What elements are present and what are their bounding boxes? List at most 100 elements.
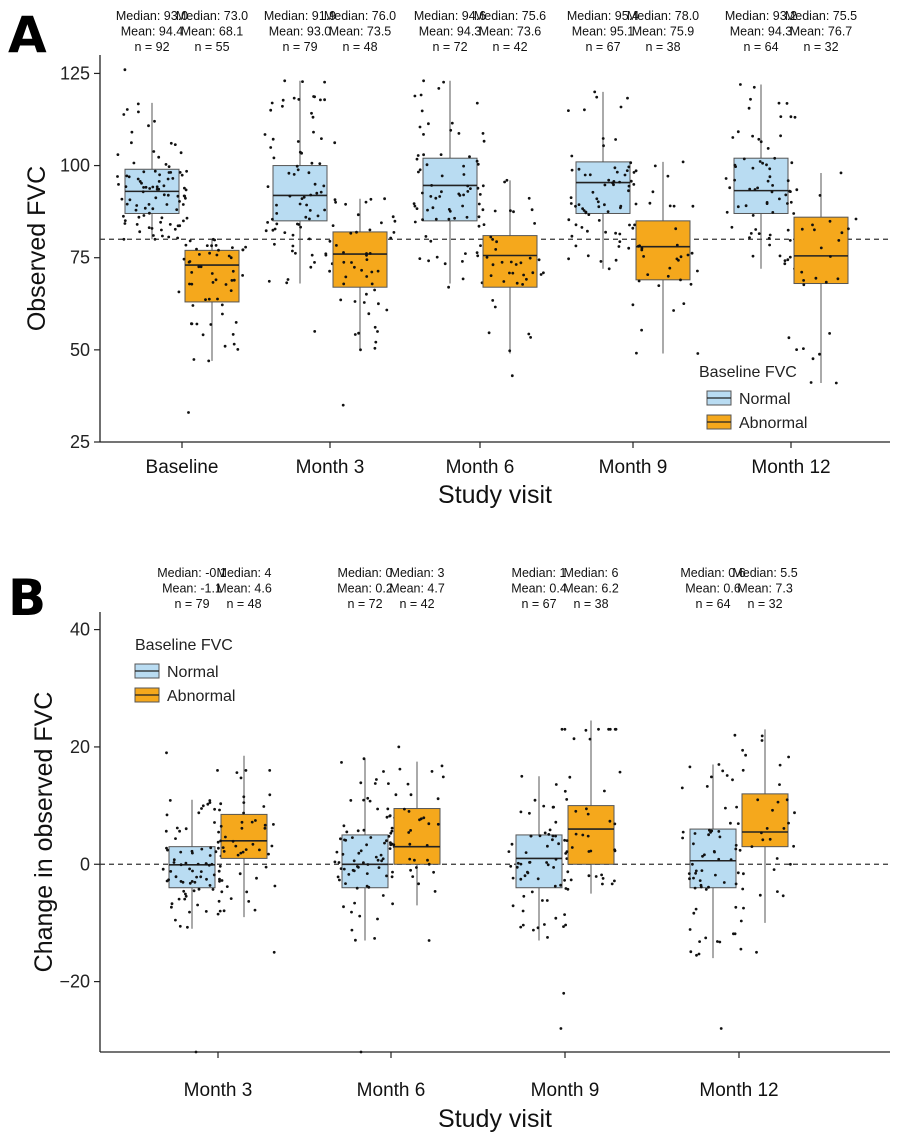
panel-b-normal-data-point	[565, 798, 569, 801]
panel-a-normal-data-point	[607, 178, 611, 182]
panel-b-abnormal-data-point	[387, 834, 391, 838]
panel-b-abnormal-data-point	[618, 770, 622, 774]
panel-a-abnormal-data-point	[509, 209, 512, 213]
panel-b-normal-data-point	[530, 890, 534, 894]
panel-a-normal-stat-text: Median: 94.6	[414, 9, 486, 23]
panel-a-abnormal-data-point	[828, 332, 831, 335]
panel-a-normal-data-point	[771, 211, 775, 214]
panel-b-abnormal-stat-text: Median: 5.5	[732, 566, 797, 580]
panel-b-abnormal-data-point	[586, 812, 590, 816]
panel-a-abnormal-data-point	[339, 298, 343, 302]
panel-b-normal-data-point	[536, 877, 540, 881]
panel-a-abnormal-data-point	[533, 222, 536, 225]
panel-a-normal-data-point	[417, 170, 420, 174]
panel-b-normal-data-point	[565, 857, 569, 860]
panel-a-normal-data-point	[748, 187, 752, 191]
panel-a-abnormal-data-point	[854, 217, 858, 221]
panel-a-normal-data-point	[328, 269, 331, 273]
panel-b-normal-data-point	[178, 829, 182, 833]
panel-b-abnormal-data-point	[574, 832, 578, 836]
panel-b-abnormal-stat-text: Mean: 4.7	[389, 582, 445, 596]
panel-b-normal-data-point	[352, 859, 356, 863]
panel-b-abnormal-data-point	[787, 755, 790, 759]
panel-b-normal-data-point	[339, 867, 343, 870]
panel-b-normal-data-point	[528, 861, 531, 864]
panel-a-abnormal-data-point	[241, 274, 245, 277]
panel-a-abnormal-data-point	[335, 244, 338, 247]
panel-b-abnormal-stat-text: Median: 4	[217, 566, 272, 580]
panel-a-abnormal-data-point	[479, 244, 482, 248]
panel-a-normal-data-point	[434, 217, 438, 221]
panel-b-normal-stat-text: Mean: 0.6	[685, 582, 741, 596]
panel-a-normal-data-point	[272, 156, 276, 160]
panel-a-abnormal-data-point	[691, 204, 695, 208]
panel-b-abnormal-data-point	[736, 871, 740, 875]
panel-a-normal-data-point	[166, 193, 170, 197]
panel-b-normal-data-point	[522, 894, 526, 898]
panel-a-y-tick-label: 125	[60, 63, 90, 83]
panel-a-normal-data-point	[155, 187, 159, 191]
panel-a-normal-data-point	[288, 194, 292, 198]
panel-a-normal-data-point	[619, 204, 623, 208]
panel-a-abnormal-data-point	[640, 246, 644, 250]
panel-b-normal-data-point	[340, 761, 343, 764]
panel-b-normal-data-point	[692, 842, 695, 846]
panel-b-normal-data-point	[545, 899, 549, 902]
panel-a-normal-box	[272, 165, 328, 222]
panel-b-normal-data-point	[729, 858, 733, 861]
panel-a-normal-data-point	[462, 193, 465, 197]
panel-b-normal-data-point	[179, 850, 183, 854]
panel-a-abnormal-data-point	[207, 359, 211, 363]
panel-b-abnormal-data-point	[397, 745, 401, 749]
panel-a-legend-label-abnormal: Abnormal	[739, 415, 807, 432]
panel-b-abnormal-data-point	[239, 851, 243, 855]
panel-a-abnormal-stat-text: Median: 78.0	[627, 9, 699, 23]
panel-a-normal-data-point	[468, 155, 471, 159]
panel-a-abnormal-data-point	[696, 352, 700, 355]
panel-b-abnormal-data-point	[781, 894, 785, 898]
panel-a-abnormal-data-point	[192, 358, 196, 361]
panel-b-abnormal-data-point	[258, 848, 261, 852]
panel-b-abnormal-data-point	[238, 872, 242, 876]
panel-b-normal-data-point	[681, 836, 684, 840]
panel-a-normal-data-point	[298, 202, 302, 206]
panel-b-normal-data-point	[205, 877, 208, 881]
panel-b-abnormal-data-point	[601, 877, 605, 880]
panel-b-normal-data-point	[184, 861, 188, 865]
panel-b-abnormal-data-point	[418, 818, 421, 822]
panel-a-abnormal-data-point	[834, 381, 838, 385]
panel-b-normal-data-point	[521, 923, 525, 927]
panel-a-normal-data-point	[443, 262, 447, 266]
panel-a-normal-data-point	[768, 243, 771, 247]
panel-b-legend-label-normal: Normal	[167, 664, 219, 681]
panel-a-normal-data-point	[617, 245, 621, 248]
panel-b-normal-data-point	[376, 807, 379, 811]
panel-a-normal-data-point	[751, 134, 754, 138]
panel-a-abnormal-data-point	[331, 224, 335, 228]
panel-a-abnormal-data-point	[373, 346, 377, 350]
panel-a-normal-data-point	[123, 222, 127, 225]
panel-a-normal-data-point	[273, 242, 276, 246]
panel-b-normal-data-point	[359, 781, 363, 785]
panel-a-normal-data-point	[263, 133, 267, 136]
panel-a-normal-data-point	[307, 171, 311, 175]
panel-b-normal-data-point	[209, 846, 213, 850]
panel-b-normal-data-point	[520, 774, 524, 778]
panel-a-normal-data-point	[464, 252, 467, 256]
panel-a-abnormal-data-point	[391, 215, 395, 219]
panel-a-normal-data-point	[160, 228, 163, 232]
panel-a-normal-data-point	[310, 111, 313, 115]
panel-a-normal-data-point	[786, 179, 790, 183]
panel-a-normal-data-point	[153, 119, 156, 123]
panel-b-abnormal-data-point	[392, 843, 396, 847]
panel-a-abnormal-data-point	[519, 261, 523, 265]
panel-a-normal-data-point	[629, 179, 633, 183]
panel-a-normal-stat-text: Mean: 94.3	[419, 25, 482, 39]
panel-b-normal-data-point	[717, 830, 721, 833]
panel-b-x-axis-title: Study visit	[438, 1105, 552, 1133]
panel-a-normal-data-point	[570, 168, 574, 172]
panel-b-abnormal-data-point	[584, 728, 588, 732]
panel-b-abnormal-data-point	[240, 820, 244, 824]
panel-b-abnormal-data-point	[436, 822, 440, 826]
panel-a-normal-data-point	[457, 132, 461, 135]
